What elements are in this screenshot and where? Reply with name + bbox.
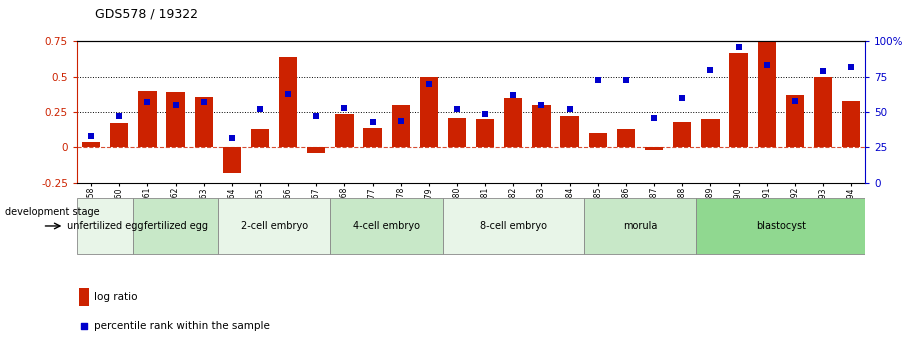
Bar xyxy=(757,10,776,148)
Bar xyxy=(391,105,410,148)
Point xyxy=(731,44,746,50)
Bar xyxy=(80,288,89,306)
Point xyxy=(337,105,352,111)
Bar xyxy=(476,119,495,148)
Bar xyxy=(589,133,607,148)
Bar xyxy=(331,198,443,254)
Point xyxy=(84,134,99,139)
Bar xyxy=(363,128,381,148)
Bar xyxy=(167,92,185,148)
Bar xyxy=(448,118,467,148)
Bar xyxy=(111,124,129,148)
Point xyxy=(759,63,774,68)
Bar xyxy=(223,148,241,173)
Point xyxy=(225,135,239,140)
Point xyxy=(506,92,521,98)
Text: fertilized egg: fertilized egg xyxy=(143,221,207,231)
Bar xyxy=(133,198,217,254)
Bar xyxy=(443,198,583,254)
Point xyxy=(309,114,323,119)
Bar xyxy=(617,129,635,148)
Text: 2-cell embryo: 2-cell embryo xyxy=(240,221,308,231)
Point xyxy=(449,107,464,112)
Text: GDS578 / 19322: GDS578 / 19322 xyxy=(95,8,198,21)
Point xyxy=(815,68,830,74)
Bar xyxy=(533,105,551,148)
Bar xyxy=(583,198,697,254)
Text: 8-cell embryo: 8-cell embryo xyxy=(480,221,547,231)
Point xyxy=(112,114,127,119)
Bar xyxy=(82,142,101,148)
Point xyxy=(619,77,633,82)
Bar xyxy=(307,148,325,153)
Point xyxy=(281,91,295,97)
Text: development stage: development stage xyxy=(5,207,99,217)
Text: morula: morula xyxy=(622,221,657,231)
Point xyxy=(393,118,408,124)
Point xyxy=(140,99,155,105)
Point xyxy=(169,102,183,108)
Bar xyxy=(139,91,157,148)
Text: blastocyst: blastocyst xyxy=(756,221,805,231)
Bar xyxy=(814,77,832,148)
Point xyxy=(253,107,267,112)
Bar xyxy=(195,97,213,148)
Bar xyxy=(561,116,579,148)
Text: percentile rank within the sample: percentile rank within the sample xyxy=(94,321,270,331)
Text: 4-cell embryo: 4-cell embryo xyxy=(353,221,420,231)
Point xyxy=(647,115,661,120)
Bar xyxy=(251,129,269,148)
Point xyxy=(675,95,689,101)
Point xyxy=(535,102,549,108)
Point xyxy=(563,107,577,112)
Point xyxy=(365,119,380,125)
Text: unfertilized egg: unfertilized egg xyxy=(67,221,143,231)
Bar xyxy=(217,198,331,254)
Bar xyxy=(77,198,133,254)
Bar xyxy=(786,95,804,148)
Point xyxy=(77,323,92,329)
Bar xyxy=(645,148,663,150)
Bar xyxy=(701,119,719,148)
Bar xyxy=(505,98,523,148)
Bar xyxy=(697,198,865,254)
Point xyxy=(787,98,802,104)
Bar xyxy=(673,122,691,148)
Point xyxy=(197,99,211,105)
Bar xyxy=(729,53,747,148)
Point xyxy=(703,67,718,72)
Bar xyxy=(279,57,297,148)
Text: log ratio: log ratio xyxy=(94,292,138,302)
Bar xyxy=(335,114,353,148)
Point xyxy=(421,81,436,87)
Point xyxy=(843,64,858,70)
Point xyxy=(591,77,605,82)
Bar xyxy=(842,101,861,148)
Bar xyxy=(419,77,438,148)
Point xyxy=(478,111,493,116)
